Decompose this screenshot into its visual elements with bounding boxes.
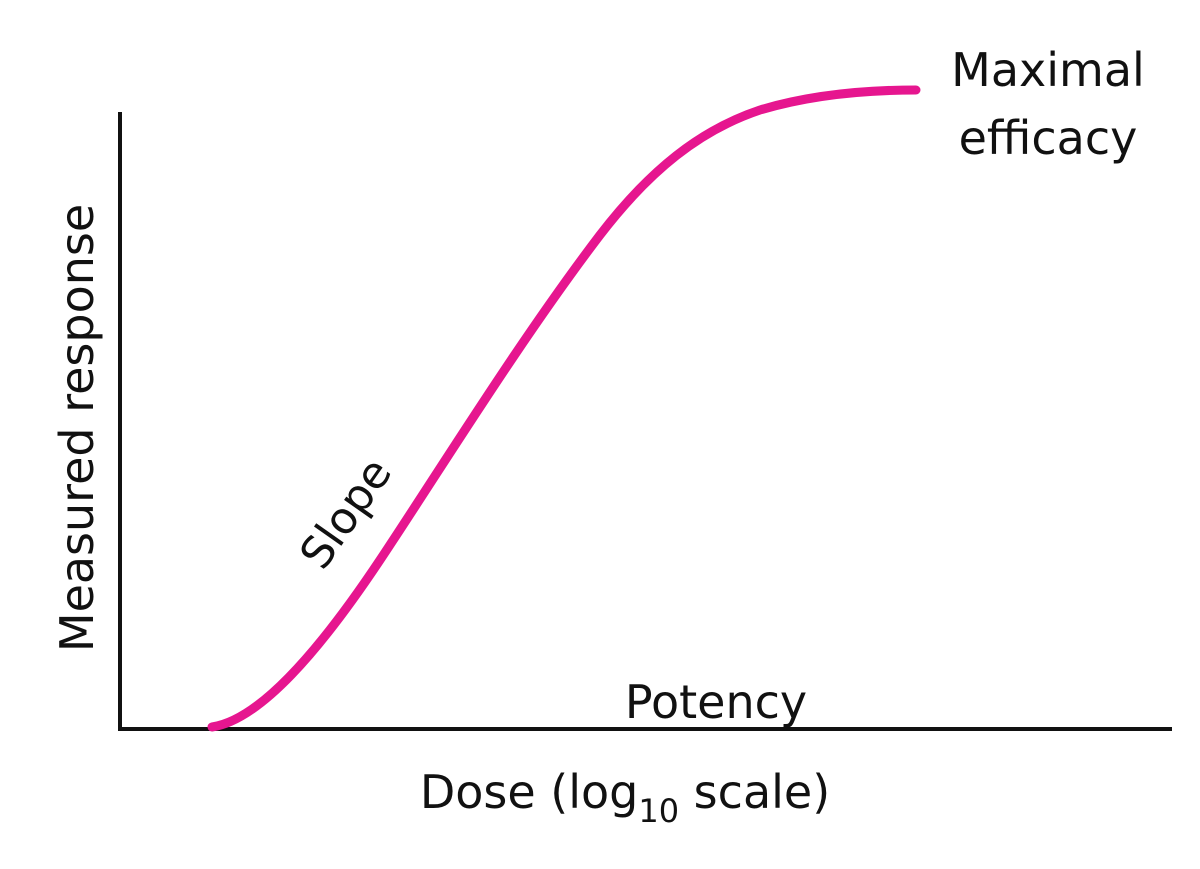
y-axis-label: Measured response	[50, 204, 104, 652]
maximal-efficacy-label-line2: efficacy	[959, 111, 1138, 165]
maximal-efficacy-label-line1: Maximal	[951, 43, 1145, 97]
potency-label: Potency	[625, 675, 807, 729]
x-axis-label: Dose (log10 scale)	[420, 765, 830, 830]
x-axis-label-suffix: scale)	[679, 765, 830, 819]
x-axis-label-prefix: Dose (log	[420, 765, 639, 819]
x-axis-label-subscript: 10	[638, 792, 679, 830]
dose-response-curve	[207, 85, 921, 732]
